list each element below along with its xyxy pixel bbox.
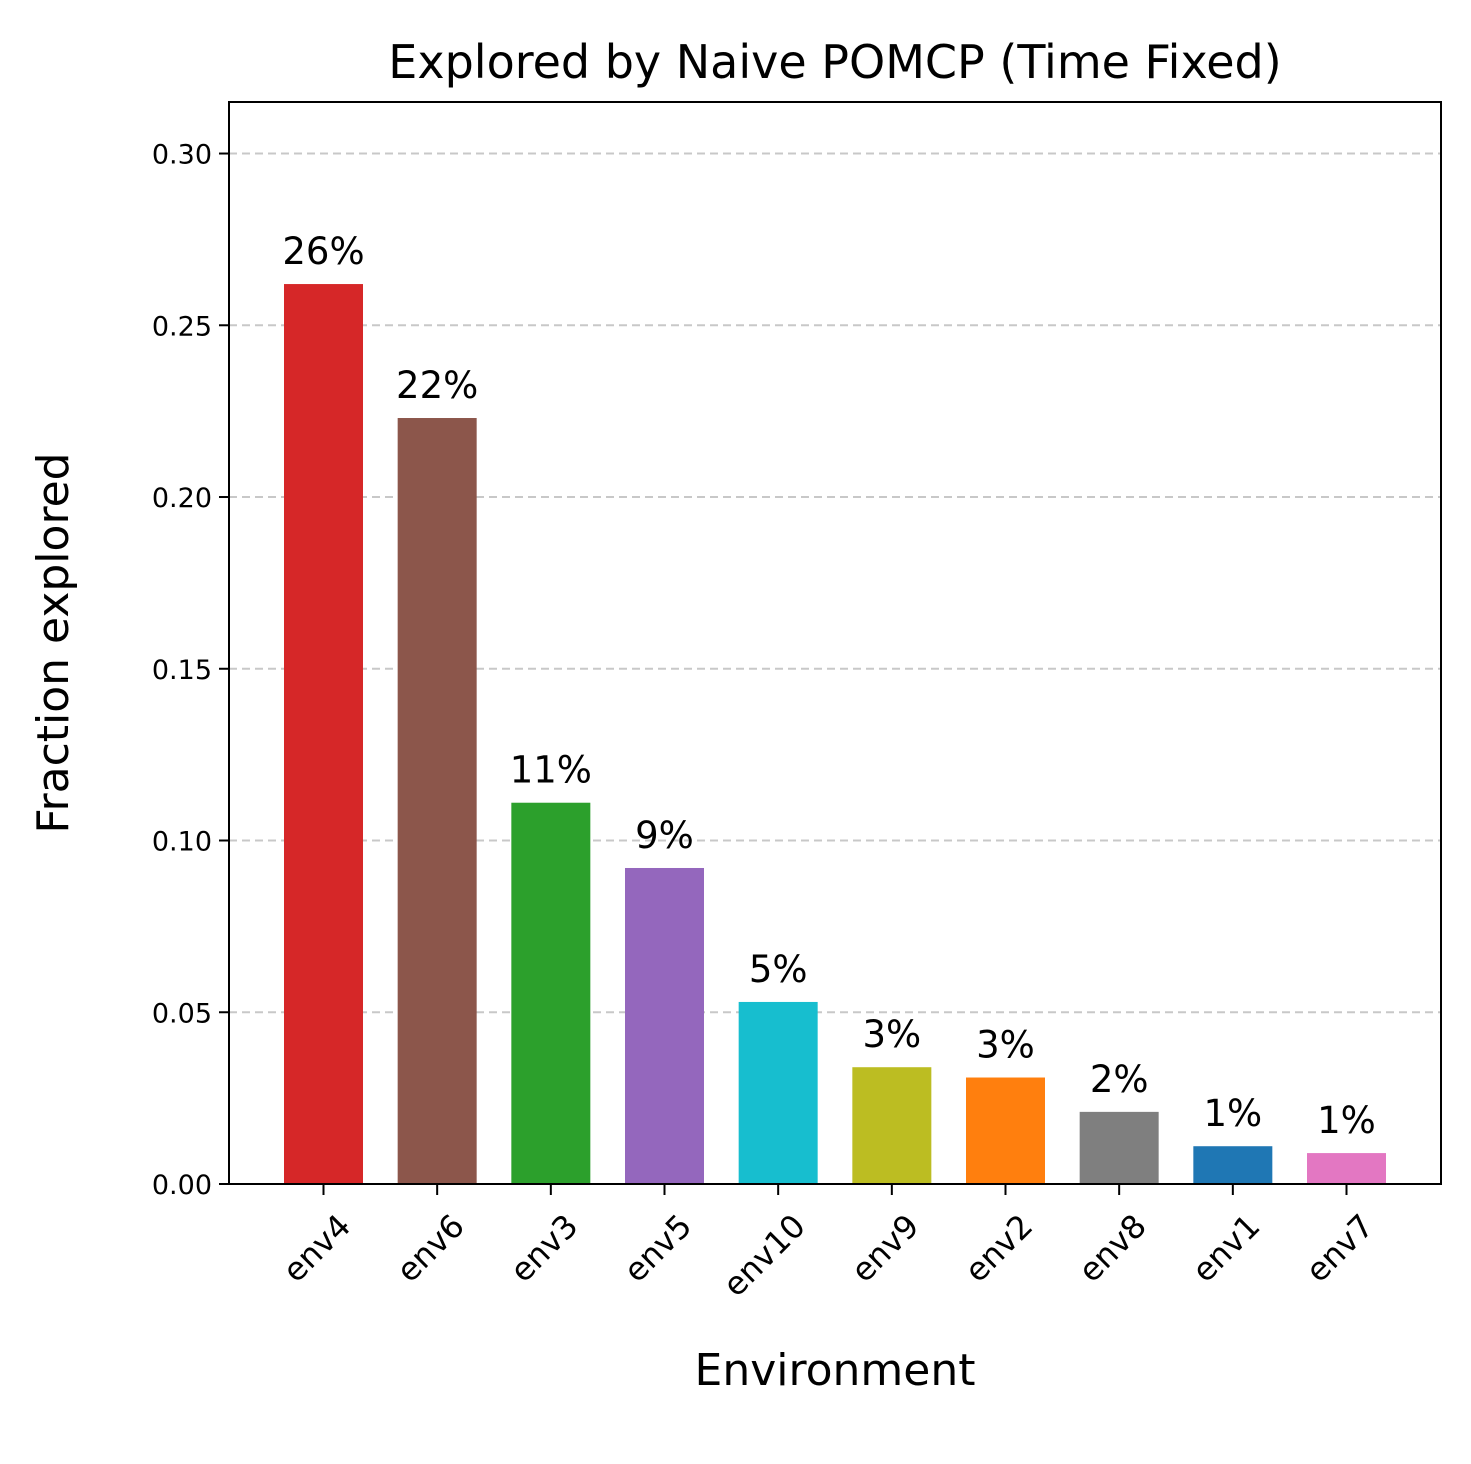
y-tick-label: 0.10 <box>152 827 212 858</box>
bar-env1 <box>1193 1146 1273 1184</box>
bar-env5 <box>625 867 704 1184</box>
bar-value-label-env7: 1% <box>1317 1099 1376 1142</box>
bar-value-label-env5: 9% <box>635 814 694 857</box>
y-axis-label: Fraction explored <box>28 452 79 833</box>
y-tick-label: 0.00 <box>152 1170 212 1201</box>
bar-value-label-env3: 11% <box>510 749 592 792</box>
y-tick-label: 0.05 <box>152 998 212 1029</box>
y-tick-label: 0.15 <box>152 655 212 686</box>
x-tick-label: env5 <box>616 1207 699 1290</box>
bar-value-label-env2: 3% <box>976 1024 1035 1067</box>
bar-labels: 26% 22% 11% 9% 5% 3% 3% 2% 1% 1% <box>282 230 1375 1142</box>
bar-value-label-env8: 2% <box>1090 1058 1149 1101</box>
bar-env3 <box>511 802 591 1184</box>
bar-value-label-env9: 3% <box>862 1013 921 1056</box>
bar-env6 <box>397 418 477 1184</box>
bar-env2 <box>966 1077 1045 1184</box>
bar-env9 <box>852 1067 932 1184</box>
y-tick-label: 0.20 <box>152 483 212 514</box>
bar-env10 <box>738 1001 818 1184</box>
bar-value-label-env6: 22% <box>396 364 478 407</box>
x-tick-label: env1 <box>1185 1207 1268 1290</box>
x-tick-label: env2 <box>957 1207 1040 1290</box>
chart-title: Explored by Naive POMCP (Time Fixed) <box>388 35 1281 89</box>
bar-value-label-env1: 1% <box>1203 1092 1262 1135</box>
bars <box>284 284 1386 1184</box>
bar-env7 <box>1307 1153 1386 1184</box>
y-tick-label: 0.30 <box>152 140 212 171</box>
bar-value-label-env4: 26% <box>282 230 364 273</box>
bar-env4 <box>284 284 363 1184</box>
bar-value-label-env10: 5% <box>749 948 808 991</box>
x-tick-label: env9 <box>844 1207 927 1290</box>
x-tick-label: env3 <box>503 1207 586 1290</box>
x-tick-label: env6 <box>389 1207 472 1290</box>
bar-env8 <box>1079 1111 1159 1184</box>
y-tick-label: 0.25 <box>152 311 212 342</box>
x-tick-label: env4 <box>275 1207 358 1290</box>
x-tick-label: env8 <box>1071 1207 1154 1290</box>
y-axis: 0.00 0.05 0.10 0.15 0.20 0.25 0.30 <box>152 140 229 1201</box>
x-axis-label: Environment <box>695 1345 976 1396</box>
x-tick-label: env7 <box>1298 1207 1381 1290</box>
x-tick-label: env10 <box>715 1207 812 1304</box>
x-axis: env4 env6 env3 env5 env10 env9 env2 env8 env1 env… <box>275 1184 1381 1304</box>
plot-frame <box>228 101 1442 1185</box>
